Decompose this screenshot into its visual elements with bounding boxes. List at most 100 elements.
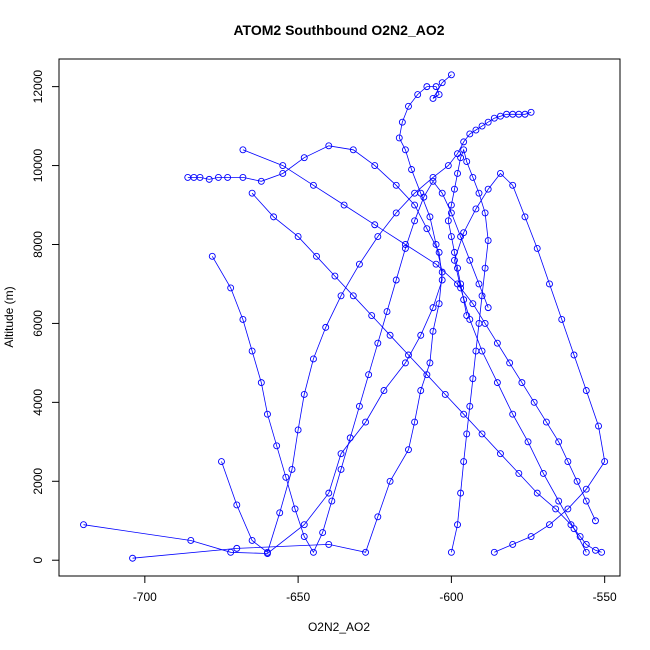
data-point: [478, 347, 486, 355]
data-point: [423, 371, 431, 379]
data-point: [248, 537, 256, 544]
data-point: [362, 548, 370, 556]
x-tick-label: -700: [133, 590, 157, 604]
data-point: [239, 173, 247, 181]
series-layer: [80, 71, 609, 562]
data-point: [257, 177, 265, 185]
data-point: [239, 316, 247, 323]
data-point: [233, 544, 241, 552]
data-point: [466, 256, 474, 264]
data-point: [490, 114, 498, 122]
data-point: [447, 548, 455, 556]
data-point: [527, 108, 535, 116]
data-point: [405, 351, 412, 359]
data-point: [264, 548, 271, 556]
data-point: [558, 316, 566, 323]
data-point: [405, 102, 412, 110]
data-point: [539, 469, 547, 477]
data-point: [484, 185, 492, 193]
data-point: [398, 118, 406, 126]
data-point: [208, 252, 216, 260]
data-point: [546, 280, 553, 288]
data-point: [447, 201, 455, 209]
data-point: [337, 465, 345, 473]
data-point: [432, 83, 440, 91]
y-tick-label: 6000: [31, 310, 45, 337]
data-point: [282, 473, 290, 481]
y-axis: 0 2000 4000 6000 8000 10000 12000: [31, 70, 59, 564]
data-point: [423, 225, 431, 233]
data-point: [429, 177, 437, 185]
data-point: [383, 308, 391, 316]
data-point: [601, 458, 609, 465]
data-point: [429, 327, 437, 335]
data-point: [542, 418, 550, 426]
data-point: [496, 170, 504, 177]
data-point: [435, 248, 443, 256]
data-point: [447, 233, 455, 241]
data-point: [386, 477, 394, 485]
data-point: [346, 434, 354, 442]
data-point: [426, 213, 434, 221]
data-point: [279, 162, 287, 170]
data-point: [371, 221, 379, 229]
data-point: [438, 276, 446, 284]
data-point: [484, 304, 492, 312]
data-point: [337, 292, 345, 300]
data-point: [451, 185, 458, 193]
data-point: [460, 146, 468, 154]
data-point: [227, 284, 235, 292]
x-tick-label: -600: [439, 590, 463, 604]
series-line: [447, 148, 489, 553]
data-point: [555, 438, 563, 446]
data-point: [460, 458, 468, 465]
data-point: [80, 521, 87, 529]
data-point: [325, 142, 333, 150]
series-line: [221, 111, 532, 553]
y-tick-label: 10000: [31, 149, 45, 183]
data-point: [481, 319, 489, 327]
data-point: [478, 430, 486, 438]
data-point: [478, 122, 486, 130]
data-point: [469, 375, 477, 383]
plot-frame: [58, 58, 621, 577]
data-point: [457, 233, 465, 241]
data-point: [300, 154, 308, 162]
data-point: [184, 173, 192, 181]
series-line: [132, 74, 452, 559]
data-point: [205, 175, 213, 183]
data-point: [319, 529, 327, 537]
data-point: [401, 241, 409, 248]
data-point: [380, 387, 388, 394]
data-point: [401, 359, 409, 367]
data-point: [325, 489, 333, 497]
data-point: [401, 244, 409, 252]
data-point: [411, 201, 419, 209]
y-tick-label: 2000: [31, 468, 45, 495]
data-point: [490, 548, 498, 556]
data-point: [248, 347, 256, 355]
data-point: [187, 537, 195, 544]
data-point: [349, 146, 357, 154]
data-point: [460, 296, 468, 304]
data-point: [435, 300, 443, 308]
data-point: [564, 458, 572, 465]
data-point: [218, 458, 225, 465]
data-point: [276, 509, 284, 517]
chart-title: ATOM2 Southbound O2N2_AO2: [233, 22, 444, 38]
data-point: [411, 217, 419, 225]
data-point: [349, 292, 357, 300]
data-point: [288, 465, 296, 473]
data-point: [496, 450, 504, 458]
data-point: [233, 501, 241, 509]
y-tick-label: 8000: [31, 231, 45, 258]
x-axis-label: O2N2_AO2: [308, 620, 370, 634]
data-point: [481, 264, 489, 272]
x-tick-label: -650: [286, 590, 310, 604]
data-point: [564, 505, 572, 513]
data-point: [469, 300, 477, 308]
data-point: [447, 71, 455, 79]
data-point: [570, 351, 578, 359]
data-point: [368, 312, 376, 319]
data-point: [417, 331, 425, 339]
